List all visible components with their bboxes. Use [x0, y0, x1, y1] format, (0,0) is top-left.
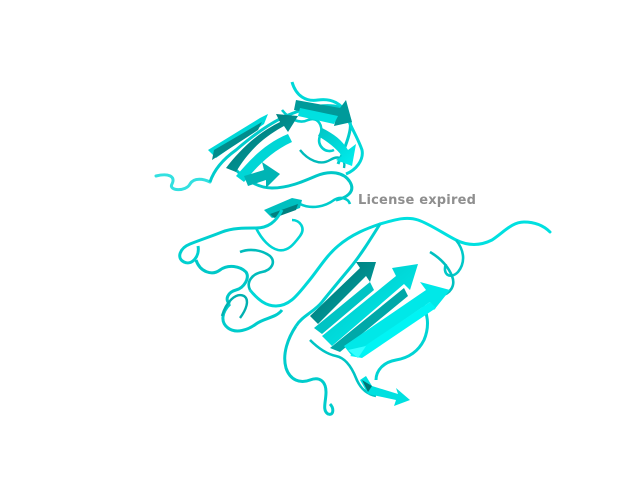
lower-domain: [283, 223, 455, 416]
linker-coils: [178, 196, 552, 333]
license-watermark: License expired: [358, 193, 477, 208]
upper-domain: [154, 81, 364, 218]
